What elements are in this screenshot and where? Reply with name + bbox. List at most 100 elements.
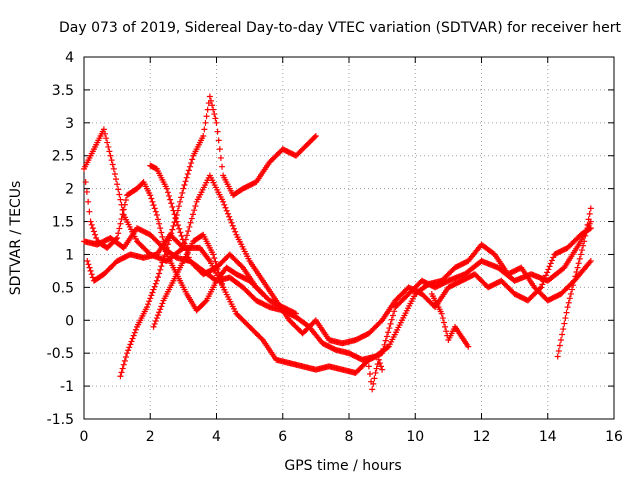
- data-point: [223, 207, 230, 214]
- data-point: [580, 242, 587, 249]
- data-point: [384, 344, 391, 351]
- data-point: [130, 332, 137, 339]
- data-point: [164, 189, 171, 196]
- data-point: [179, 236, 186, 243]
- data-point: [587, 225, 594, 232]
- data-point: [213, 262, 220, 269]
- data-point: [586, 210, 593, 217]
- data-point: [166, 237, 173, 244]
- data-point: [148, 292, 155, 299]
- data-point: [86, 208, 93, 215]
- data-point: [114, 235, 121, 241]
- y-tick-label: 3: [65, 116, 74, 132]
- y-tick-label: 4: [65, 50, 74, 66]
- x-tick-label: 10: [406, 429, 424, 445]
- data-point: [217, 277, 224, 284]
- data-point: [149, 198, 156, 205]
- data-point: [220, 284, 227, 291]
- data-point: [366, 371, 373, 378]
- data-point: [227, 216, 234, 223]
- series-track-8: [428, 290, 472, 350]
- data-point: [169, 226, 176, 233]
- data-point: [174, 222, 181, 229]
- data-point: [154, 312, 161, 319]
- data-point: [220, 198, 227, 205]
- data-point: [131, 329, 138, 336]
- data-point: [536, 285, 543, 292]
- data-point: [111, 171, 118, 178]
- data-point: [151, 283, 158, 290]
- data-point: [132, 326, 139, 333]
- y-tick-label: 1.5: [52, 215, 74, 231]
- data-point: [166, 192, 173, 199]
- data-point: [189, 156, 196, 163]
- data-point: [152, 208, 159, 215]
- data-point: [587, 205, 594, 212]
- series-track-4: [117, 93, 319, 380]
- grid: [84, 57, 614, 419]
- data-point: [119, 211, 126, 218]
- data-point: [150, 286, 157, 293]
- data-point: [88, 271, 95, 278]
- data-point: [391, 308, 398, 315]
- data-point: [565, 299, 572, 306]
- data-point: [562, 315, 569, 322]
- data-point: [369, 386, 376, 393]
- data-point: [221, 201, 228, 208]
- data-point: [212, 115, 219, 122]
- data-point: [550, 254, 557, 261]
- data-point: [127, 341, 134, 348]
- axis-ticks: 0 2 4 6 8 10 12 14 16 -1.5 -1 -0.5 0 0.5 1 1.5 2 2.5 3 3.5 4: [47, 50, 623, 445]
- data-point: [443, 328, 450, 335]
- data-point: [173, 218, 180, 225]
- data-point: [176, 225, 183, 232]
- data-point: [172, 214, 179, 221]
- data-point: [163, 185, 170, 192]
- x-tick-label: 6: [278, 429, 287, 445]
- data-point: [156, 270, 163, 277]
- data-point: [169, 203, 176, 210]
- data-point: [143, 304, 150, 311]
- data-point: [117, 373, 124, 380]
- data-point: [204, 106, 211, 113]
- data-point: [113, 176, 120, 183]
- x-tick-label: 16: [605, 429, 623, 445]
- data-point: [555, 347, 562, 354]
- data-point: [213, 119, 220, 126]
- data-point: [212, 258, 219, 265]
- data-point: [207, 97, 214, 104]
- data-point: [215, 269, 222, 276]
- data-point: [84, 258, 91, 265]
- data-point: [113, 236, 120, 243]
- data-point: [164, 241, 171, 248]
- data-point: [216, 273, 223, 280]
- data-point: [150, 323, 157, 330]
- data-point: [200, 132, 207, 139]
- y-tick-label: 3.5: [52, 83, 74, 99]
- data-point: [216, 146, 223, 153]
- data-point: [184, 171, 191, 178]
- x-tick-label: 2: [146, 429, 155, 445]
- data-point: [570, 282, 577, 289]
- data-point: [162, 247, 169, 254]
- data-point: [153, 211, 160, 218]
- data-point: [217, 154, 224, 161]
- data-point: [93, 235, 100, 241]
- data-point: [168, 200, 175, 207]
- data-point: [179, 190, 186, 197]
- data-point: [202, 298, 209, 305]
- data-point: [438, 310, 445, 317]
- data-point: [382, 337, 389, 344]
- data-point: [385, 329, 392, 336]
- data-point: [167, 233, 174, 240]
- data-point: [149, 289, 156, 296]
- data-point: [159, 233, 166, 240]
- data-point: [178, 232, 185, 239]
- data-point: [147, 295, 154, 302]
- data-point: [153, 315, 160, 322]
- data-point: [82, 179, 89, 186]
- y-tick-label: -1: [60, 379, 74, 395]
- series-track-9: [554, 205, 594, 360]
- data-point: [153, 277, 160, 284]
- data-point: [87, 267, 94, 274]
